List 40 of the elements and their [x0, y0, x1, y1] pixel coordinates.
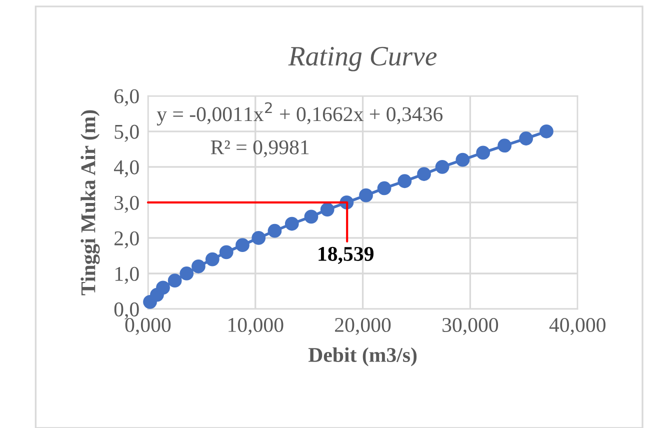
- point: [236, 238, 250, 252]
- annotation: y = -0,0011x$^{2}$ + 0,1662x + 0,3436: [156, 102, 443, 126]
- y-tick-label: 3,0: [114, 196, 139, 213]
- point: [398, 174, 412, 188]
- y-tick-label: 0,0: [114, 302, 139, 320]
- chart-title: Rating Curve: [288, 46, 437, 72]
- y-tick-label: 5,0: [114, 124, 139, 142]
- y-tick-label: 6,0: [114, 89, 139, 106]
- x-tick-label: 40,000: [549, 318, 606, 336]
- point: [456, 152, 470, 167]
- point: [498, 138, 512, 153]
- y-tick-label: 1,0: [115, 266, 139, 284]
- point: [320, 202, 334, 216]
- point: [304, 210, 318, 224]
- x-tick-label: 20,000: [335, 318, 391, 336]
- y-tick-label: 2,0: [114, 231, 139, 248]
- annotation: 18,539: [318, 246, 374, 264]
- point: [284, 216, 299, 231]
- annotation: R² = 0,9981: [210, 140, 309, 158]
- point: [180, 266, 194, 280]
- point: [192, 259, 206, 274]
- x-tick-label: 30,000: [442, 318, 498, 336]
- point: [519, 132, 533, 146]
- x-tick-label: 0,000: [125, 318, 171, 336]
- y-axis-title: Tinggi Muka Air (m): [80, 110, 100, 296]
- point: [377, 181, 392, 196]
- point: [476, 146, 490, 160]
- y-tick-label: 4,0: [114, 160, 139, 178]
- point: [435, 160, 450, 174]
- x-tick-label: 10,000: [228, 318, 284, 336]
- point: [168, 274, 182, 288]
- point: [417, 167, 431, 181]
- x-axis-title: Debit (m3/s): [308, 347, 417, 366]
- point: [268, 224, 282, 238]
- point: [252, 231, 266, 245]
- point: [156, 280, 170, 295]
- point: [219, 245, 234, 260]
- point: [359, 188, 373, 202]
- point: [205, 252, 220, 266]
- point: [540, 124, 554, 138]
